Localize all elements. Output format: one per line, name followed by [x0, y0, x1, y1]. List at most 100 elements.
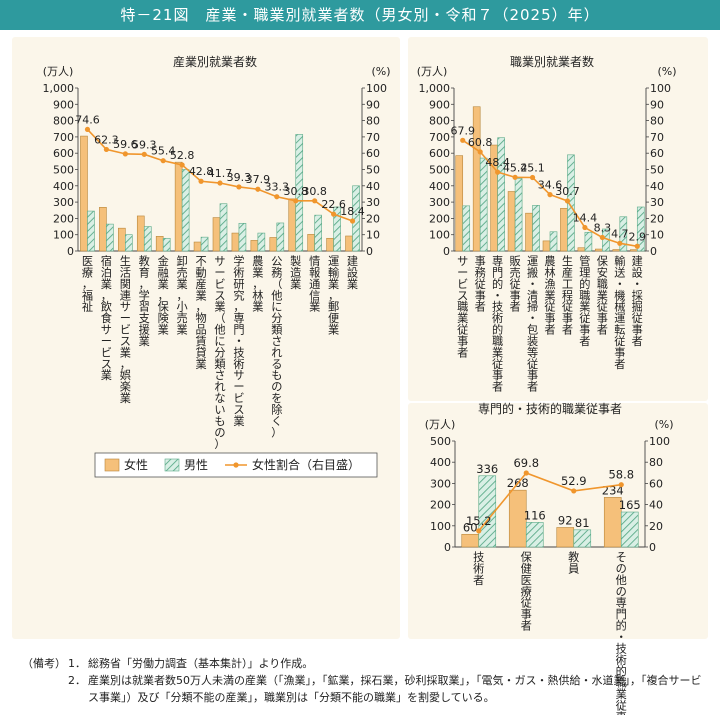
professional-right-tick-label: 40	[649, 499, 663, 512]
industry-category-label: 医療，福祉	[82, 255, 93, 314]
industry-category-label: 製造業	[290, 254, 301, 291]
professional-right-tick-label: 100	[649, 435, 670, 448]
professional-right-unit: (%)	[654, 418, 673, 431]
industry-category-label: 運輸業，郵便業	[328, 255, 339, 337]
notes-label: （備考）	[22, 657, 66, 670]
occupation-chart: 職業別就業者数(万人) (%)01002003004005006007008009…	[417, 54, 677, 394]
industry-ratio-point	[331, 211, 337, 217]
occupation-ratio-point	[460, 137, 466, 143]
occupation-male-bar	[479, 157, 488, 252]
occupation-right-tick-label: 30	[650, 196, 664, 209]
occupation-ratio-point	[477, 149, 483, 155]
industry-right-tick-label: 40	[366, 180, 380, 193]
professional-ratio-label: 15.2	[466, 514, 492, 528]
occupation-left-tick-label: 200	[429, 212, 450, 225]
industry-ratio-label: 55.4	[151, 145, 176, 158]
note-1-number: 1．	[68, 657, 86, 670]
occupation-ratio-label: 8.3	[594, 221, 612, 234]
occupation-left-tick-label: 100	[429, 229, 450, 242]
industry-ratio-label: 52.8	[170, 149, 195, 162]
occupation-right-tick-label: 90	[650, 98, 664, 111]
professional-ratio-point	[618, 482, 624, 488]
occupation-right-tick-label: 20	[650, 212, 664, 225]
industry-ratio-point	[349, 218, 356, 224]
occupation-male-bar	[619, 216, 628, 252]
professional-female-bar	[556, 527, 575, 548]
occupation-left-tick-label: 0	[443, 245, 450, 258]
professional-male-value-label: 336	[476, 462, 498, 476]
industry-right-tick-label: 0	[366, 245, 373, 258]
professional-ratio-label: 52.9	[561, 474, 587, 488]
occupation-ratio-label: 34.6	[538, 179, 563, 192]
legend-female-label: 女性	[124, 457, 148, 472]
professional-left-tick-label: 300	[430, 477, 451, 490]
industry-ratio-label: 39.3	[227, 171, 252, 184]
professional-right-tick-label: 80	[649, 456, 663, 469]
professional-male-bar	[478, 475, 497, 548]
industry-left-tick-label: 100	[53, 229, 74, 242]
occupation-ratio-label: 45.2	[503, 161, 528, 174]
industry-male-bar	[333, 206, 341, 252]
professional-male-value-label: 165	[619, 498, 641, 512]
figure-title: 特－21図 産業・職業別就業者数（男女別・令和７（2025）年）	[0, 0, 720, 30]
industry-ratio-label: 59.6	[113, 138, 138, 151]
occupation-ratio-point	[529, 174, 536, 181]
industry-category-label: 生活関連サービス業，娯楽業	[120, 254, 131, 405]
industry-category-label: 情報通信業	[309, 255, 320, 314]
industry-right-unit: (%)	[371, 65, 390, 78]
industry-right-tick-label: 20	[366, 212, 380, 225]
industry-right-tick-label: 100	[366, 82, 387, 95]
professional-male-bar	[573, 529, 592, 548]
industry-left-unit: (万人)	[43, 65, 74, 78]
occupation-ratio-label: 48.4	[485, 156, 510, 169]
occupation-female-bar	[612, 249, 621, 252]
industry-ratio-point	[160, 158, 166, 164]
industry-ratio-point	[217, 180, 223, 186]
industry-male-bar	[162, 237, 171, 252]
professional-left-tick-label: 100	[430, 520, 451, 533]
charts-svg: 産業別就業者数(万人) (%)01002003004005006007008009…	[43, 54, 677, 715]
occupation-left-tick-label: 500	[429, 164, 450, 177]
occupation-male-bar	[549, 231, 558, 252]
professional-category-label: 技術者	[473, 551, 484, 587]
professional-ratio-point	[476, 528, 482, 534]
industry-female-bar	[136, 215, 145, 252]
professional-ratio-line	[478, 472, 622, 532]
occupation-category-label: サービス職業従事者	[457, 255, 468, 359]
occupation-right-tick-label: 40	[650, 180, 664, 193]
professional-ratio-point	[523, 470, 529, 476]
occupation-left-tick-label: 300	[429, 196, 450, 209]
industry-right-tick-label: 60	[366, 147, 380, 160]
industry-female-bar	[288, 198, 297, 252]
industry-male-bar	[125, 234, 133, 252]
industry-category-label: 宿泊業，飲食サービス業	[101, 254, 112, 382]
occupation-left-tick-label: 1,000	[419, 82, 451, 95]
industry-right-tick-label: 30	[366, 196, 380, 209]
industry-category-label: 農業，林業	[252, 254, 263, 314]
industry-female-bar	[99, 207, 107, 252]
legend-ratio-label: 女性割合（右目盛）	[252, 457, 360, 472]
industry-ratio-label: 33.3	[265, 181, 290, 194]
occupation-ratio-point	[582, 224, 588, 231]
industry-left-tick-label: 1,000	[43, 82, 75, 95]
industry-category-label: 建設業	[347, 254, 358, 291]
industry-right-tick-label: 50	[366, 164, 380, 177]
industry-right-tick-label: 80	[366, 115, 380, 128]
professional-category-label: その他の専門的・技術的職業従事者	[616, 551, 627, 715]
industry-ratio-point	[84, 126, 91, 133]
professional-right-tick-label: 60	[649, 477, 663, 490]
industry-ratio-label: 18.4	[340, 205, 365, 218]
occupation-ratio-point	[564, 198, 571, 204]
occupation-ratio-point	[547, 192, 553, 198]
occupation-ratio-point	[599, 234, 605, 241]
industry-ratio-label: 30.8	[283, 185, 308, 198]
industry-female-bar	[307, 234, 315, 252]
industry-category-label: 金融業，保険業	[158, 254, 169, 337]
industry-ratio-label: 37.9	[246, 173, 271, 186]
note-1: （備考） 1． 総務省「労働力調査（基本集計）」より作成。	[22, 655, 712, 672]
industry-male-bar	[143, 226, 152, 252]
occupation-female-bar	[629, 249, 638, 252]
occupation-male-bar	[584, 231, 593, 252]
occupation-category-label: 運搬・清掃・包装等従事者	[527, 255, 538, 394]
occupation-left-unit: (万人)	[417, 65, 448, 78]
